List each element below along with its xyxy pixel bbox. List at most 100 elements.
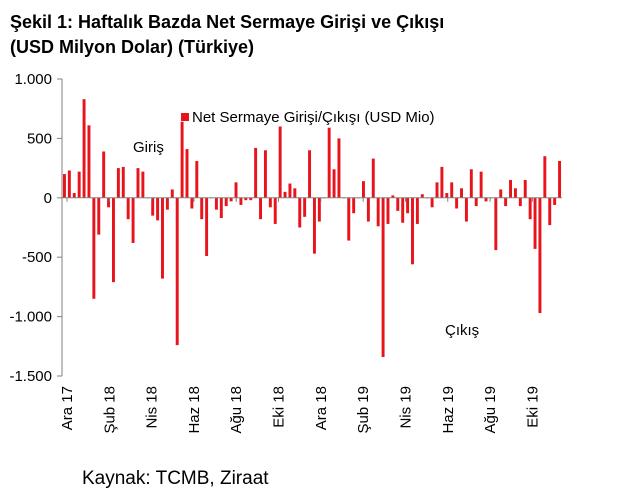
legend: Net Sermaye Girişi/Çıkışı (USD Mio) xyxy=(181,109,435,126)
bar xyxy=(77,171,81,198)
bar xyxy=(347,197,351,241)
bar xyxy=(298,197,302,228)
bar xyxy=(464,197,468,222)
bar xyxy=(283,191,287,198)
bar xyxy=(479,171,483,198)
bar xyxy=(190,197,194,209)
bar xyxy=(528,197,532,220)
x-tick-label: Haz 19 xyxy=(440,386,457,434)
bar xyxy=(244,197,248,201)
bar xyxy=(450,182,454,198)
bar xyxy=(234,182,238,198)
bar xyxy=(200,197,204,220)
axes-group xyxy=(57,78,562,377)
x-tick-label: Eki 19 xyxy=(524,386,541,428)
bar xyxy=(352,197,356,214)
bar xyxy=(273,197,277,224)
bar xyxy=(141,171,145,198)
bar xyxy=(278,126,282,198)
bar xyxy=(469,169,473,198)
bar xyxy=(553,197,557,205)
chart-title-line2: (USD Milyon Dolar) (Türkiye) xyxy=(10,37,255,57)
bar xyxy=(415,197,419,224)
bar xyxy=(543,156,547,198)
y-tick-label: -500 xyxy=(22,249,52,266)
bar xyxy=(435,182,439,198)
bar xyxy=(219,197,223,218)
bar xyxy=(126,197,130,220)
y-tick-label: 1.000 xyxy=(14,71,52,88)
bar xyxy=(170,189,174,198)
bar xyxy=(337,138,341,198)
y-tick-label: -1.000 xyxy=(9,309,52,326)
x-tick-label: Ağu 18 xyxy=(228,386,245,434)
x-tick-label: Şub 18 xyxy=(101,386,118,434)
bar xyxy=(107,197,111,208)
bar xyxy=(391,195,395,198)
bar xyxy=(303,197,307,217)
bar xyxy=(136,168,140,198)
bar xyxy=(175,197,179,346)
annotation-cikis: Çıkış xyxy=(445,322,479,339)
bar xyxy=(445,193,449,198)
bar xyxy=(195,160,199,198)
chart-title-line1: Şekil 1: Haftalık Bazda Net Sermaye Giri… xyxy=(10,12,445,32)
bar xyxy=(288,183,292,198)
bar xyxy=(214,197,218,210)
y-tick-labels: 1.000 500 0 -500 -1.000 -1.500 xyxy=(9,71,52,385)
bar xyxy=(102,151,106,198)
bar xyxy=(538,197,542,314)
bar xyxy=(263,150,267,198)
bar xyxy=(205,197,209,257)
y-tick-label: -1.500 xyxy=(9,368,52,385)
bar xyxy=(504,197,508,207)
bar xyxy=(494,197,498,251)
bar xyxy=(239,197,243,205)
x-tick-label: Ağu 19 xyxy=(482,386,499,434)
bar xyxy=(484,197,488,202)
y-tick-label: 0 xyxy=(44,190,52,207)
bar xyxy=(293,188,297,198)
x-tick-label: Haz 18 xyxy=(186,386,203,434)
bars-group xyxy=(62,99,562,357)
chart-title: Şekil 1: Haftalık Bazda Net Sermaye Giri… xyxy=(10,10,610,60)
bar xyxy=(401,197,405,223)
bar xyxy=(509,179,512,198)
bar xyxy=(523,179,527,198)
bar xyxy=(92,197,96,299)
legend-swatch xyxy=(181,113,189,121)
x-tick-labels: Ara 17 Şub 18 Nis 18 Haz 18 Ağu 18 Eki 18 Ara … xyxy=(59,386,541,434)
bar xyxy=(151,197,155,216)
bar xyxy=(97,197,101,235)
bar xyxy=(376,197,380,227)
bar xyxy=(460,188,463,198)
bar xyxy=(440,166,444,198)
bar xyxy=(229,197,233,202)
bar xyxy=(420,194,424,198)
bar xyxy=(371,158,375,198)
bar xyxy=(249,197,253,201)
bar xyxy=(62,174,66,198)
bar xyxy=(430,197,434,208)
bar xyxy=(362,181,365,198)
x-tick-label: Nis 19 xyxy=(397,386,414,429)
bar xyxy=(82,99,86,198)
bar xyxy=(396,197,400,211)
bar xyxy=(112,197,115,283)
bar xyxy=(165,197,169,210)
bar xyxy=(406,197,410,214)
bar xyxy=(156,197,160,221)
bar xyxy=(548,197,552,226)
x-tick-label: Ara 18 xyxy=(313,386,330,430)
bar xyxy=(308,150,312,198)
y-tick-label: 500 xyxy=(27,130,52,147)
bar xyxy=(131,197,135,243)
bar xyxy=(87,125,91,198)
bar xyxy=(327,127,331,198)
bar xyxy=(72,193,76,198)
legend-label: Net Sermaye Girişi/Çıkışı (USD Mio) xyxy=(192,109,435,126)
x-tick-label: Eki 18 xyxy=(271,386,288,428)
bar xyxy=(317,197,321,222)
bar xyxy=(161,197,164,279)
bar xyxy=(366,197,370,222)
